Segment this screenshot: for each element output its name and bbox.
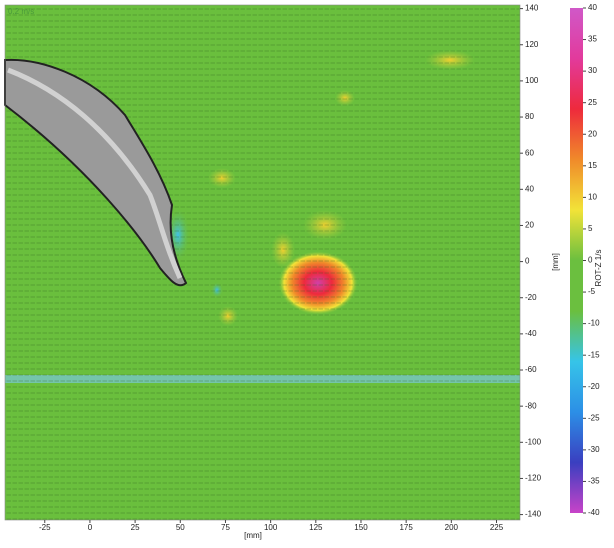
colorbar-tick-label: -30 bbox=[588, 445, 600, 454]
y-tick-label: 100 bbox=[525, 76, 539, 85]
y-tick-label: -100 bbox=[525, 437, 542, 446]
colorbar-tick-label: 15 bbox=[588, 161, 597, 170]
colorbar-tick-label: 40 bbox=[588, 3, 597, 12]
y-axis-label: [mm] bbox=[551, 253, 560, 271]
colorbar-tick-label: -20 bbox=[588, 382, 600, 391]
colorbar-tick-label: -25 bbox=[588, 413, 600, 422]
colorbar-tick-label: 0 bbox=[588, 256, 593, 265]
x-tick-label: -25 bbox=[39, 523, 51, 532]
x-tick-label: 225 bbox=[490, 523, 504, 532]
y-tick-label: 140 bbox=[525, 4, 539, 13]
colorbar-tick-label: 20 bbox=[588, 129, 597, 138]
x-tick-label: 150 bbox=[354, 523, 368, 532]
y-tick-label: 20 bbox=[525, 221, 534, 230]
y-tick-label: -140 bbox=[525, 510, 542, 519]
colorbar-tick-label: -40 bbox=[588, 508, 600, 517]
colorbar-tick-label: -10 bbox=[588, 319, 600, 328]
y-tick-label: 60 bbox=[525, 148, 534, 157]
colorbar-label: ROT-Z 1/s bbox=[594, 250, 603, 287]
colorbar-tick-label: 35 bbox=[588, 35, 597, 44]
x-tick-label: 175 bbox=[399, 523, 413, 532]
y-tick-label: -80 bbox=[525, 401, 537, 410]
y-tick-label: 0 bbox=[525, 257, 530, 266]
colorbar-tick-label: 30 bbox=[588, 66, 597, 75]
plot-area: 0.2 m/s bbox=[5, 5, 520, 520]
x-tick-label: 25 bbox=[131, 523, 140, 532]
colorbar-tick-label: -5 bbox=[588, 287, 596, 296]
y-tick-label: 80 bbox=[525, 112, 534, 121]
y-tick-label: -20 bbox=[525, 293, 537, 302]
colorbar-tick-label: -35 bbox=[588, 477, 600, 486]
y-tick-label: -120 bbox=[525, 474, 542, 483]
chart: 0.2 m/s [mm] [mm] ROT-Z 1/s -25025507510… bbox=[0, 0, 614, 543]
x-tick-label: 125 bbox=[309, 523, 323, 532]
colorbar-tick-label: 5 bbox=[588, 224, 593, 233]
x-tick-label: 50 bbox=[176, 523, 185, 532]
y-tick-label: 120 bbox=[525, 40, 539, 49]
y-tick-label: 40 bbox=[525, 184, 534, 193]
colorbar-tick-label: 25 bbox=[588, 98, 597, 107]
x-tick-label: 100 bbox=[264, 523, 278, 532]
x-axis-label: [mm] bbox=[244, 531, 262, 540]
y-tick-label: -60 bbox=[525, 365, 537, 374]
scale-label: 0.2 m/s bbox=[8, 7, 34, 16]
colorbar bbox=[570, 8, 583, 513]
x-tick-label: 0 bbox=[88, 523, 93, 532]
x-tick-label: 200 bbox=[445, 523, 459, 532]
x-tick-label: 75 bbox=[221, 523, 230, 532]
colorbar-tick-label: -15 bbox=[588, 350, 600, 359]
colorbar-tick-label: 10 bbox=[588, 192, 597, 201]
y-tick-label: -40 bbox=[525, 329, 537, 338]
